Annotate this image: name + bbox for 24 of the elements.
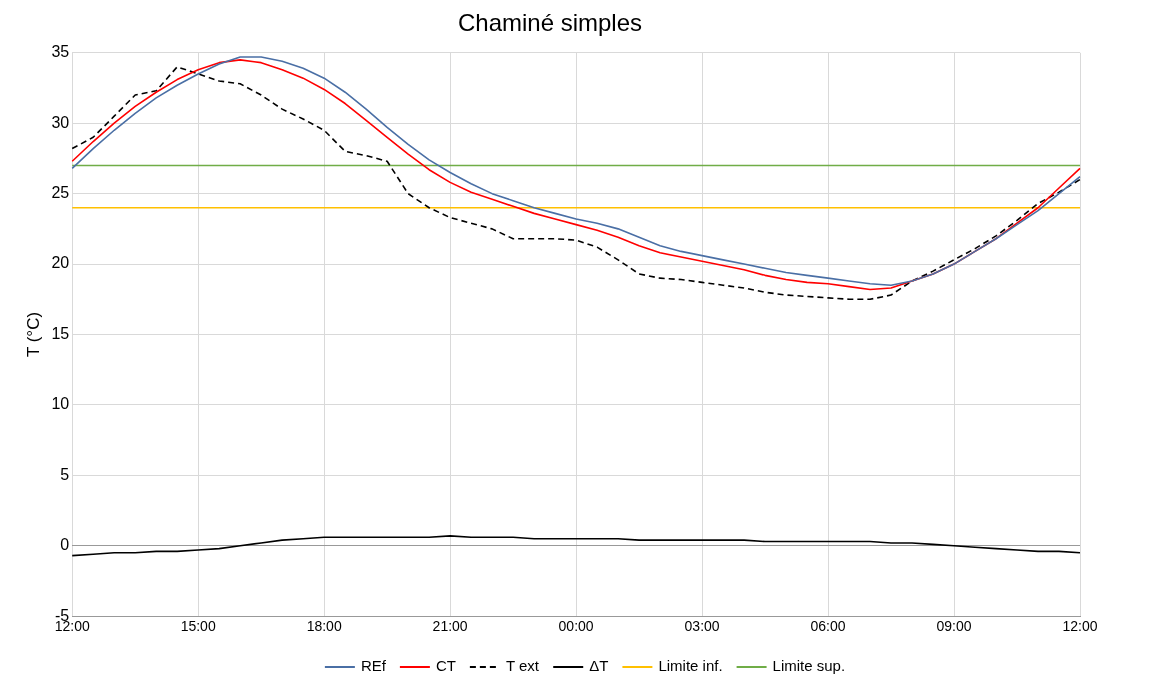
legend-label: T ext — [505, 657, 540, 675]
y-tick-label: 25 — [51, 184, 70, 202]
y-tick-label: 5 — [60, 465, 70, 483]
legend-label: ΔT — [589, 657, 609, 675]
x-tick-label: 00:00 — [558, 618, 594, 635]
legend-label: CT — [435, 657, 456, 675]
x-tick-label: 21:00 — [432, 618, 468, 635]
y-tick-label: 35 — [51, 43, 70, 61]
y-tick-label: 20 — [51, 254, 70, 272]
y-axis-title: T (°C) — [23, 311, 43, 358]
legend-label: REf — [360, 657, 387, 675]
x-tick-label: 06:00 — [810, 618, 846, 635]
y-tick-label: 30 — [51, 113, 70, 131]
x-tick-label: 18:00 — [306, 618, 342, 635]
y-tick-label: 10 — [51, 395, 70, 413]
x-tick-label: 15:00 — [180, 618, 216, 635]
chart-title: Chaminé simples — [457, 9, 643, 37]
x-tick-label: 12:00 — [1062, 618, 1098, 635]
legend-label: Limite inf. — [658, 657, 723, 675]
y-tick-label: 15 — [51, 324, 70, 342]
x-tick-label: 09:00 — [936, 618, 972, 635]
legend-label: Limite sup. — [772, 657, 846, 675]
y-tick-label: 0 — [60, 536, 70, 554]
x-tick-label: 03:00 — [684, 618, 720, 635]
